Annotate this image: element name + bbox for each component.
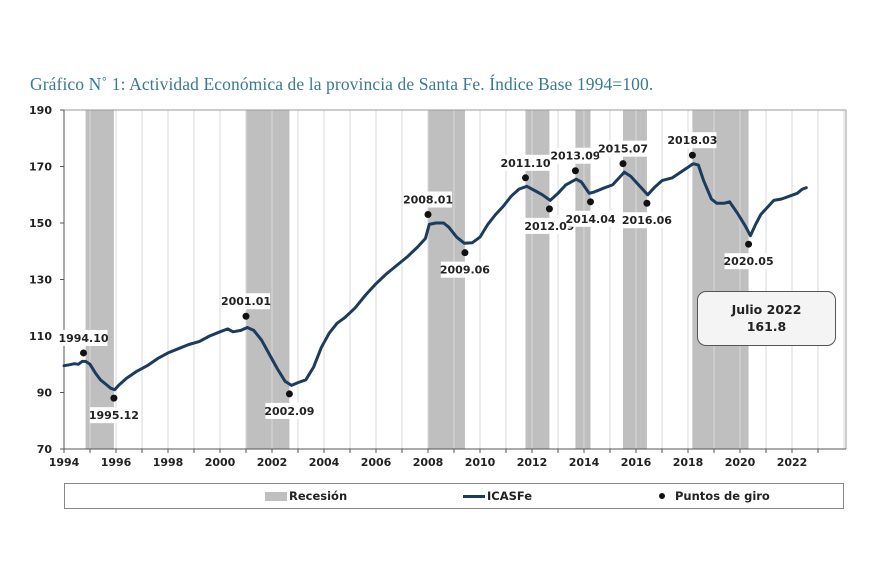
recession-band — [246, 110, 290, 449]
turning-point-label: 2009.06 — [440, 264, 490, 277]
turning-point-label-bg — [89, 407, 138, 424]
turning-point-dot — [461, 249, 469, 257]
y-tick-label: 190 — [29, 104, 52, 117]
turning-point-label-bg — [404, 191, 452, 208]
turning-point-dot — [545, 205, 553, 213]
turning-point-dot — [424, 211, 432, 219]
turning-point-label: 2014.04 — [565, 213, 615, 226]
callout-date: Julio 2022 — [731, 302, 802, 317]
turning-point-label-bg — [525, 217, 574, 234]
recession-band — [623, 110, 647, 449]
x-tick-label: 1994 — [49, 456, 80, 469]
turning-point-label: 2001.01 — [221, 295, 271, 308]
chart-title: Gráfico N˚ 1: Actividad Económica de la … — [30, 74, 654, 94]
x-tick-label: 2004 — [309, 456, 340, 469]
x-tick-label: 2020 — [725, 456, 756, 469]
gridlines — [89, 110, 845, 449]
turning-point-label-bg — [551, 147, 600, 164]
recession-band — [428, 110, 465, 449]
y-tick-label: 170 — [29, 161, 52, 174]
turning-point-dot — [745, 240, 753, 248]
y-tick-label: 90 — [37, 387, 53, 400]
turning-point-label: 2016.06 — [622, 214, 672, 227]
turning-point-label: 2012.09 — [524, 220, 574, 233]
legend-label-turning-points: Puntos de giro — [675, 489, 770, 503]
turning-point-label-bg — [440, 261, 489, 278]
turning-point-label: 1994.10 — [58, 332, 108, 345]
turning-point-dot — [522, 174, 529, 182]
turning-point-dot — [643, 199, 651, 207]
latest-value-callout: Julio 2022 161.8 — [697, 291, 836, 346]
turning-point-label-bg — [599, 140, 647, 157]
x-tick-label: 2008 — [413, 456, 444, 469]
turning-point-label: 1995.12 — [89, 409, 139, 422]
legend-item-series: ICASFe — [463, 489, 532, 503]
x-tick-label: 2010 — [465, 456, 496, 469]
series-line-icasfe — [62, 162, 808, 392]
turning-point-label-bg — [222, 293, 270, 310]
chart-svg: 70 90 110 130 150 170 190 1994 1996 1998 2000 2002 2… — [29, 104, 847, 469]
turning-point-label-bg — [724, 253, 773, 270]
turning-point-label-bg — [622, 212, 671, 229]
x-tick-label: 1996 — [101, 456, 132, 469]
legend: Recesión ICASFe Puntos de giro — [64, 483, 844, 509]
y-tick-label: 70 — [37, 443, 53, 456]
turning-point-label: 2015.07 — [598, 143, 648, 156]
turning-point-label-bg — [668, 132, 717, 149]
turning-point-label: 2018.03 — [667, 134, 717, 147]
turning-point-dot — [688, 151, 696, 159]
y-tick-label: 130 — [29, 274, 52, 287]
turning-points: 1994.10 1995.12 2001.01 2002.09 2008.01 2009.… — [58, 132, 774, 424]
turning-point-label: 2002.09 — [264, 405, 314, 418]
y-tick-label: 110 — [29, 330, 52, 343]
x-tick-label: 2022 — [777, 456, 808, 469]
turning-point-dot — [285, 390, 293, 398]
recession-bands — [85, 110, 749, 449]
callout-value: 161.8 — [746, 319, 787, 334]
x-tick-label: 2006 — [361, 456, 392, 469]
turning-point-dot — [80, 349, 87, 357]
x-tick-label: 2016 — [621, 456, 652, 469]
x-tick-label: 1998 — [153, 456, 184, 469]
recession-swatch-icon — [265, 491, 287, 501]
recession-band — [575, 110, 591, 449]
line-swatch-icon — [463, 494, 485, 498]
turning-point-label: 2011.10 — [500, 157, 550, 170]
legend-item-recession: Recesión — [265, 489, 347, 503]
x-tick-label: 2000 — [205, 456, 236, 469]
dot-swatch-icon — [659, 493, 665, 499]
y-tick-label: 150 — [29, 217, 52, 230]
turning-point-label-bg — [501, 154, 550, 171]
legend-label-series: ICASFe — [487, 489, 533, 503]
x-tick-label: 2012 — [517, 456, 548, 469]
axes: 70 90 110 130 150 170 190 1994 1996 1998 2000 2002 2… — [29, 104, 847, 469]
legend-label-recession: Recesión — [289, 489, 348, 503]
turning-point-label-bg — [59, 329, 108, 346]
turning-point-label: 2020.05 — [724, 255, 774, 268]
turning-point-label: 2008.01 — [403, 194, 453, 207]
series-line-group — [62, 162, 808, 392]
recession-band — [692, 110, 749, 449]
turning-point-label: 2013.09 — [550, 150, 600, 163]
turning-point-label-bg — [566, 210, 615, 227]
x-tick-label: 2014 — [569, 456, 600, 469]
turning-point-dot — [587, 198, 594, 206]
turning-point-dot — [571, 167, 579, 175]
legend-item-turning-points: Puntos de giro — [659, 489, 770, 503]
turning-point-dot — [242, 312, 250, 320]
turning-point-label-bg — [265, 402, 314, 419]
x-tick-label: 2002 — [257, 456, 288, 469]
turning-point-dot — [110, 394, 118, 402]
x-tick-label: 2018 — [673, 456, 704, 469]
turning-point-dot — [619, 160, 627, 168]
